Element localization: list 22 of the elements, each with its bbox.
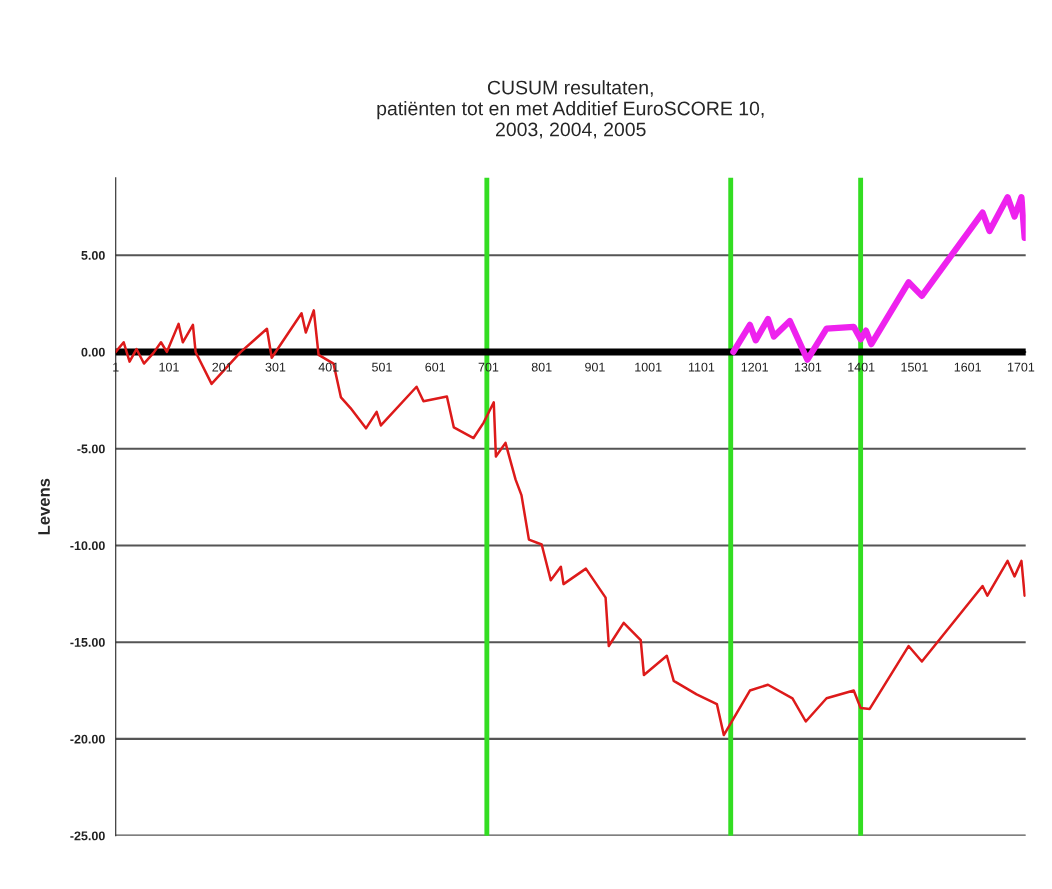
x-tick-label: 1001 (635, 362, 662, 372)
y-tick-label: -25.00 (70, 831, 105, 841)
x-tick-label: 801 (531, 362, 552, 372)
x-tick-label: 101 (159, 362, 179, 372)
y-tick-label: 5.00 (81, 251, 105, 260)
x-tick-label: 1701 (1007, 362, 1035, 372)
y-tick-label: -10.00 (70, 541, 105, 551)
y-tick-label: -5.00 (77, 444, 105, 454)
y-tick-label: -15.00 (70, 637, 105, 647)
x-tick-label: 901 (585, 362, 605, 372)
x-tick-label: 501 (372, 362, 392, 372)
x-tick-label: 1201 (741, 362, 768, 372)
chart-title: CUSUM resultaten, patiënten tot en met Additief EuroSCORE 10, 2003, 2004, 2005 (377, 80, 764, 139)
y-tick-label: 0.00 (81, 347, 105, 357)
x-tick-label: 1301 (794, 362, 822, 372)
x-tick-label: 301 (265, 362, 286, 372)
x-tick-label: 1101 (688, 362, 715, 372)
y-tick-label: -20.00 (70, 734, 105, 744)
y-axis-title: Levens (38, 478, 50, 535)
x-tick-label: 1601 (954, 362, 981, 372)
x-tick-label: 1501 (901, 362, 928, 372)
x-tick-label: 601 (425, 362, 446, 372)
